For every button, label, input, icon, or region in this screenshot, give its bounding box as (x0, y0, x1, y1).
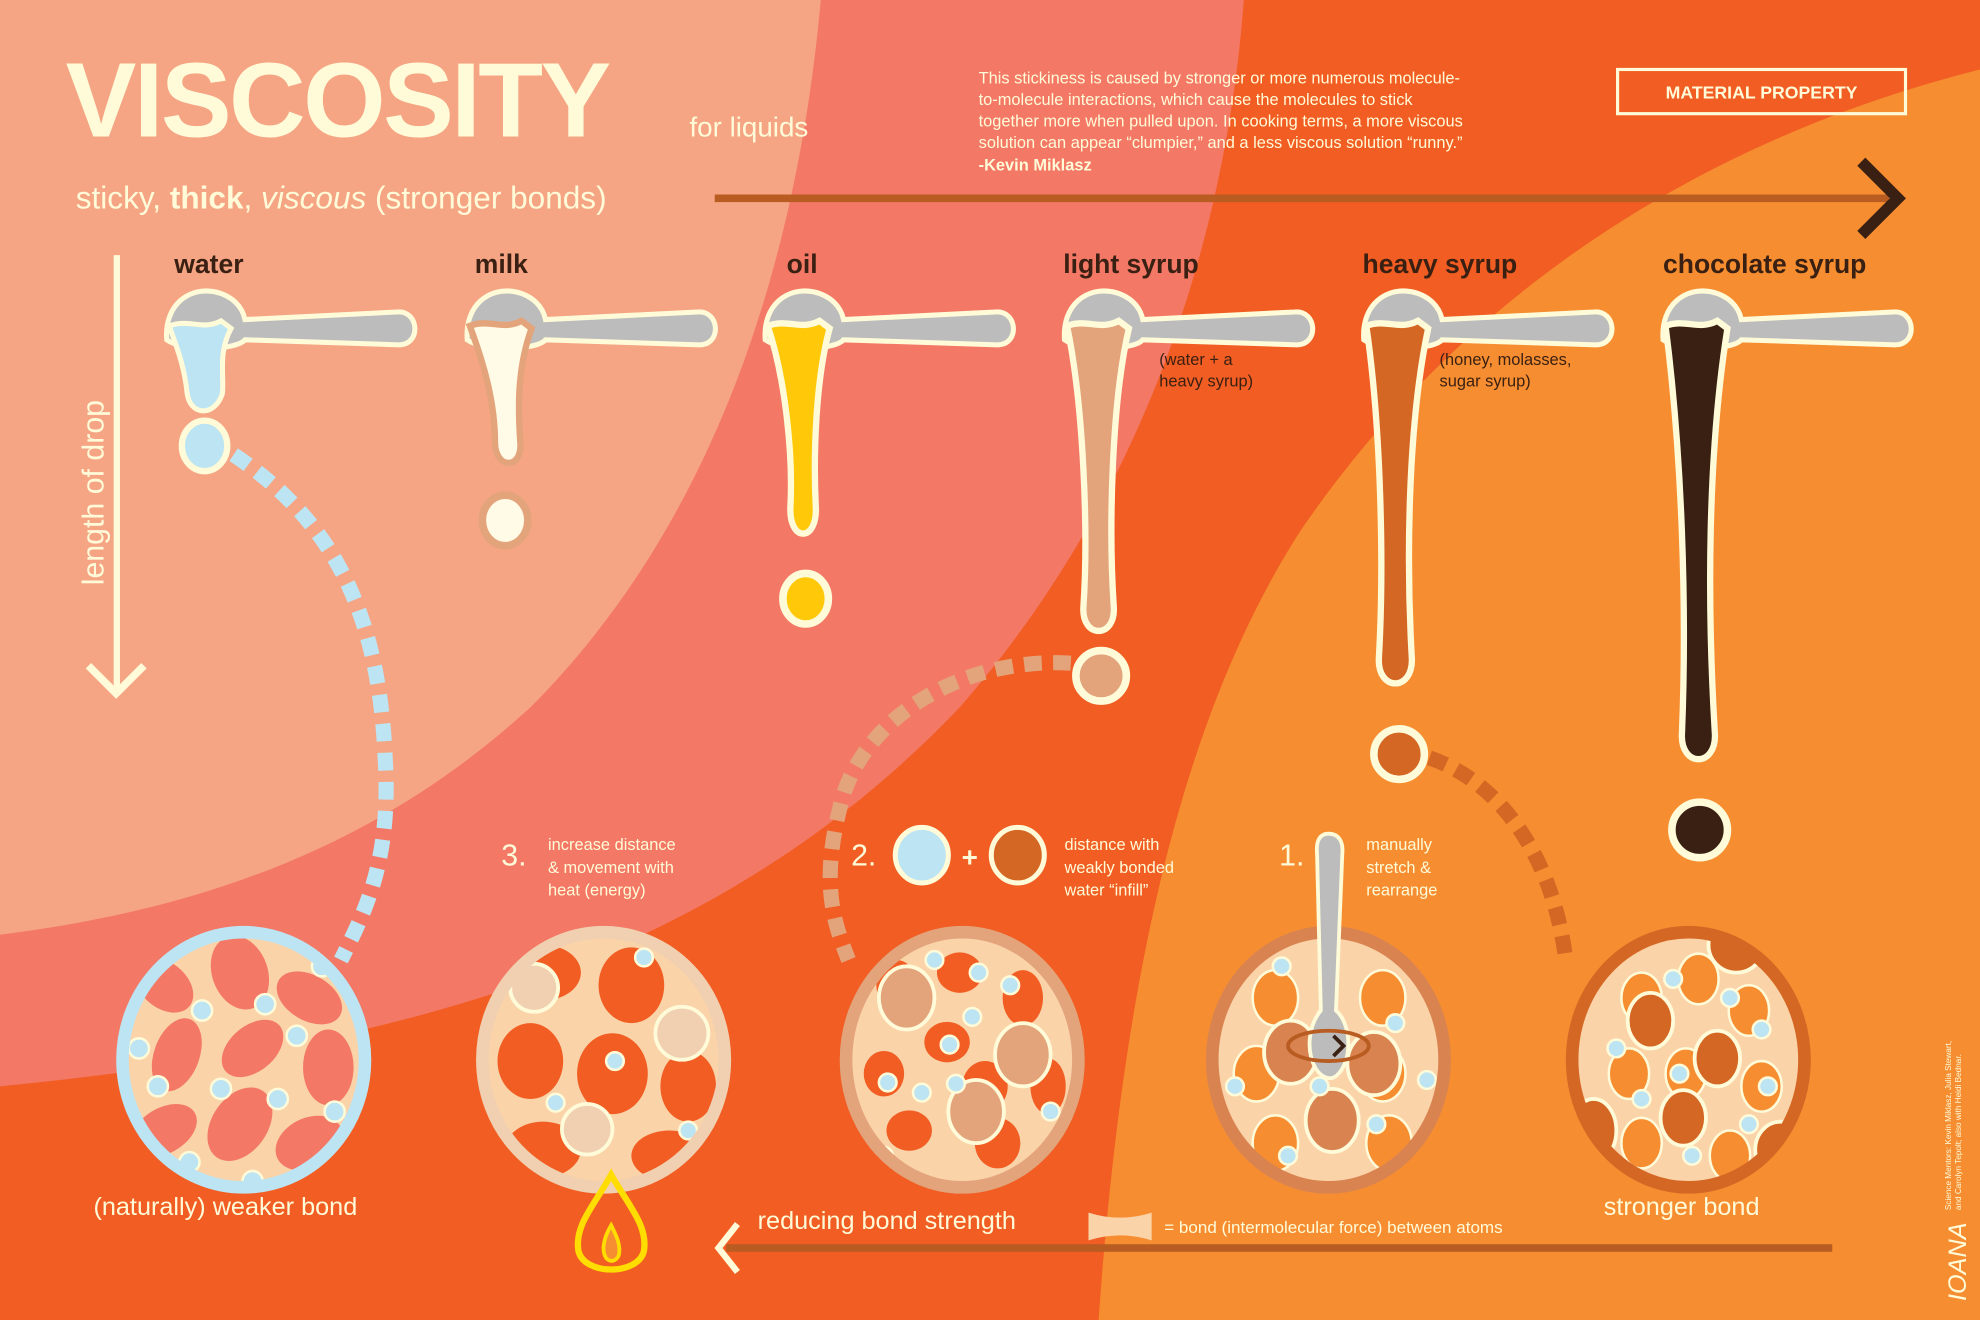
stronger-bond-label: stronger bond (1604, 1193, 1760, 1221)
svg-text:stretch &: stretch & (1366, 859, 1431, 877)
molecule-diagram-infill (839, 925, 1085, 1194)
syrup-molecule-icon (988, 824, 1047, 886)
liquid-label-water: water (173, 249, 243, 279)
page-title: VISCOSITY (66, 41, 611, 159)
spoon-drip-heavy-syrup (1364, 291, 1612, 784)
svg-text:= bond (intermolecular force): = bond (intermolecular force) between at… (1164, 1218, 1502, 1237)
length-of-drop-axis: length of drop (78, 255, 147, 699)
svg-text:water “infill”: water “infill” (1064, 882, 1149, 900)
molecule-diagram-stronger-bond (1565, 925, 1811, 1194)
svg-text:rearrange: rearrange (1366, 882, 1437, 900)
step-3: 3. increase distance & movement with hea… (501, 836, 675, 899)
liquid-label-chocolate-syrup: chocolate syrup (1663, 249, 1866, 279)
spoon-drip-chocolate-syrup (1663, 291, 1911, 862)
light-syrup-note-2: heavy syrup) (1159, 373, 1253, 391)
connector-water (229, 448, 394, 964)
stirring-spoon-icon (1286, 831, 1371, 1081)
svg-text:+: + (962, 842, 978, 873)
svg-text:-Kevin Miklasz: -Kevin Miklasz (979, 157, 1092, 175)
credit-brand: IOANA (1944, 1222, 1972, 1301)
reducing-bond-strength-label: reducing bond strength (758, 1207, 1016, 1235)
svg-text:increase distance: increase distance (548, 836, 676, 854)
liquid-label-oil: oil (787, 249, 818, 279)
molecule-diagram-heat (476, 925, 732, 1194)
svg-text:and Carolyn Tepolt; also with: and Carolyn Tepolt; also with Heidi Bedn… (1954, 1054, 1963, 1210)
connector-light-syrup (822, 655, 1072, 963)
svg-text:solution can appear “clumpier,: solution can appear “clumpier,” and a le… (979, 134, 1463, 152)
svg-text:& movement with: & movement with (548, 859, 674, 877)
spoon-drip-water (167, 291, 415, 475)
step-2: 2. + distance with weakly bonded water “… (851, 824, 1174, 900)
svg-text:3.: 3. (501, 839, 526, 872)
liquid-label-milk: milk (475, 249, 528, 279)
water-molecule-icon (892, 824, 951, 886)
svg-text:manually: manually (1366, 836, 1432, 854)
svg-text:distance with: distance with (1065, 836, 1160, 854)
page-subtitle: for liquids (689, 111, 808, 142)
reducing-bond-arrow (714, 1222, 1833, 1274)
weaker-bond-label: (naturally) weaker bond (93, 1193, 357, 1221)
svg-text:2.: 2. (851, 839, 876, 872)
svg-text:heat (energy): heat (energy) (548, 882, 646, 900)
heavy-syrup-note-2: sugar syrup) (1440, 373, 1531, 391)
heavy-syrup-note: (honey, molasses, (1440, 351, 1572, 369)
light-syrup-note: (water + a (1159, 351, 1233, 369)
liquid-label-heavy-syrup: heavy syrup (1363, 249, 1518, 279)
connector-heavy-syrup (1426, 750, 1574, 961)
liquid-label-light-syrup: light syrup (1063, 249, 1199, 279)
step-1: 1. manually stretch & rearrange (1279, 836, 1437, 899)
svg-text:MATERIAL PROPERTY: MATERIAL PROPERTY (1666, 83, 1858, 103)
svg-text:to-molecule interactions, whic: to-molecule interactions, which cause th… (979, 91, 1414, 109)
spoon-drip-oil (765, 291, 1013, 628)
svg-text:1.: 1. (1279, 839, 1304, 872)
quote-block: This stickiness is caused by stronger or… (979, 69, 1463, 174)
credits: IOANA Science Mentors: Kevin Miklasz, Ju… (1944, 1041, 1972, 1301)
svg-text:weakly bonded: weakly bonded (1064, 859, 1174, 877)
spoon-drip-milk (467, 291, 715, 550)
spoon-drip-light-syrup (1064, 291, 1312, 705)
viscosity-increase-arrow (714, 157, 1906, 239)
svg-text:length of drop: length of drop (78, 400, 111, 585)
molecule-diagram-weaker-bond (116, 925, 372, 1194)
bond-legend: = bond (intermolecular force) between at… (1088, 1212, 1503, 1241)
viscosity-scale-label: sticky, thick, viscous (stronger bonds) (76, 179, 607, 215)
svg-text:together more when pulled upon: together more when pulled upon. In cooki… (979, 112, 1463, 130)
flame-icon (574, 1168, 648, 1273)
svg-text:This stickiness is caused by s: This stickiness is caused by stronger or… (979, 69, 1460, 87)
bond-icon (1088, 1212, 1152, 1241)
material-property-badge: MATERIAL PROPERTY (1616, 67, 1908, 116)
svg-text:Science Mentors: Kevin Miklasz: Science Mentors: Kevin Miklasz, Julia St… (1944, 1041, 1953, 1210)
